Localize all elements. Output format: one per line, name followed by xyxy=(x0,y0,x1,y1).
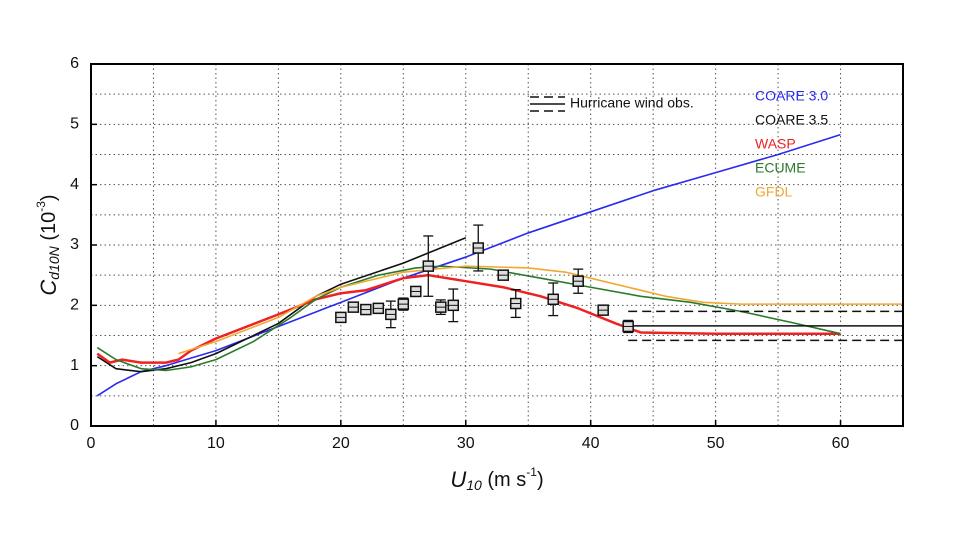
obs-point xyxy=(410,285,422,298)
plot-frame xyxy=(90,63,904,427)
obs-point xyxy=(360,303,372,316)
y-tick-label: 4 xyxy=(70,176,79,193)
obs-point xyxy=(597,304,609,316)
y-tick-label: 5 xyxy=(70,116,79,133)
x-axis-label-part: ) xyxy=(537,469,544,491)
x-axis-label-part: (m s xyxy=(482,469,526,491)
obs-point xyxy=(435,299,447,316)
series-line xyxy=(96,265,841,372)
obs-point xyxy=(372,302,385,315)
y-tick-label: 2 xyxy=(70,297,79,314)
obs-point xyxy=(472,224,485,272)
series-line xyxy=(96,237,467,373)
legend-label: COARE 3.5 xyxy=(755,112,828,128)
obs-point xyxy=(509,288,522,319)
y-axis-label-part: ) xyxy=(38,194,60,201)
obs-point xyxy=(347,301,360,313)
obs-point xyxy=(497,269,509,281)
legend-label: ECUME xyxy=(755,160,806,176)
y-tick-label: 3 xyxy=(70,236,79,253)
x-tick-label: 50 xyxy=(707,435,725,452)
y-tick-label: 1 xyxy=(70,357,79,374)
x-tick-label: 0 xyxy=(87,435,96,452)
y-axis-label-part: C xyxy=(36,280,61,296)
obs-point xyxy=(572,268,584,294)
series-line xyxy=(178,265,903,355)
y-axis-label-part: d10N xyxy=(46,245,62,279)
x-tick-label: 40 xyxy=(582,435,600,452)
obs-point xyxy=(447,288,460,323)
x-tick-label: 60 xyxy=(832,435,850,452)
x-axis-label: U10 (m s-1) xyxy=(450,465,543,493)
y-tick-label: 6 xyxy=(70,55,79,72)
obs-point xyxy=(422,235,435,297)
y-axis-label-part: -3 xyxy=(34,201,48,212)
x-axis-label-part: 10 xyxy=(466,477,482,493)
obs-point xyxy=(547,282,559,317)
x-axis-label-part: U xyxy=(450,467,466,492)
obs-point xyxy=(385,300,397,329)
series-line xyxy=(96,133,841,397)
y-tick-label: 0 xyxy=(70,417,79,434)
x-tick-label: 20 xyxy=(332,435,350,452)
x-tick-label: 30 xyxy=(457,435,475,452)
y-axis-label-part: (10 xyxy=(38,212,60,246)
obs-point xyxy=(397,297,410,311)
series-line xyxy=(96,273,841,364)
obs-point xyxy=(622,319,634,334)
legend-label: GFDL xyxy=(755,184,793,200)
legend-label: Hurricane wind obs. xyxy=(570,95,694,111)
x-tick-label: 10 xyxy=(207,435,225,452)
y-axis-label: Cd10N (10-3) xyxy=(34,194,62,295)
obs-point xyxy=(335,311,347,324)
legend-label: COARE 3.0 xyxy=(755,88,828,104)
legend-label: WASP xyxy=(755,136,796,152)
x-axis-label-part: -1 xyxy=(526,465,537,479)
